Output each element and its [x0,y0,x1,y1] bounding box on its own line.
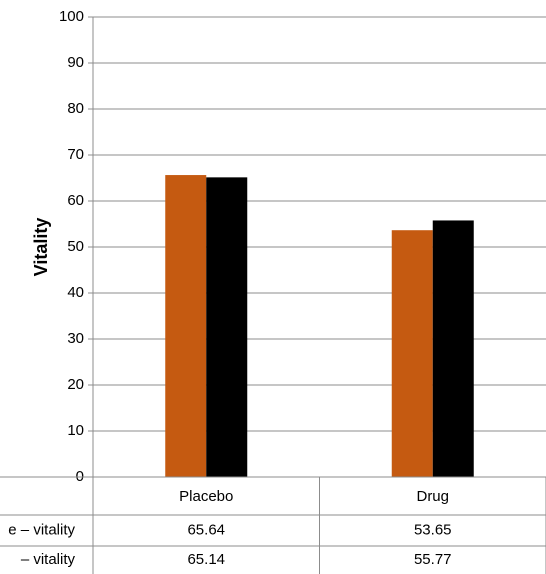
y-tick-label: 80 [67,100,84,117]
bar-drug-series-1 [391,230,433,477]
category-label: Placebo [179,488,233,505]
bars [165,175,474,477]
y-tick-label: 60 [67,192,84,209]
data-table-value: 55.77 [414,551,452,568]
data-table-value: 65.14 [187,551,225,568]
category-label: Drug [416,488,449,505]
axes [88,16,94,478]
y-tick-label: 100 [59,8,84,25]
y-tick-label: 10 [67,422,84,439]
y-tick-label: 40 [67,284,84,301]
gridlines [93,16,546,432]
y-tick-label: 90 [67,54,84,71]
bar-placebo-series-1 [165,175,207,477]
y-tick-label: 20 [67,376,84,393]
y-tick-label: 50 [67,238,84,255]
y-tick-label: 30 [67,330,84,347]
data-table: Placebo Drug e – vitality 65.64 53.65 – vital… [0,476,546,574]
y-tick-label: 70 [67,146,84,163]
data-table-value: 53.65 [414,521,452,538]
series-name: – vitality [21,551,76,568]
y-tick-label: 0 [76,468,84,485]
series-name: e – vitality [8,521,75,538]
y-tick-labels: 0 10 20 30 40 50 60 70 80 90 100 [59,8,84,485]
data-table-value: 65.64 [187,521,225,538]
bar-drug-series-2 [432,220,474,477]
bar-placebo-series-2 [206,177,248,477]
y-axis-title: Vitality [31,218,51,277]
